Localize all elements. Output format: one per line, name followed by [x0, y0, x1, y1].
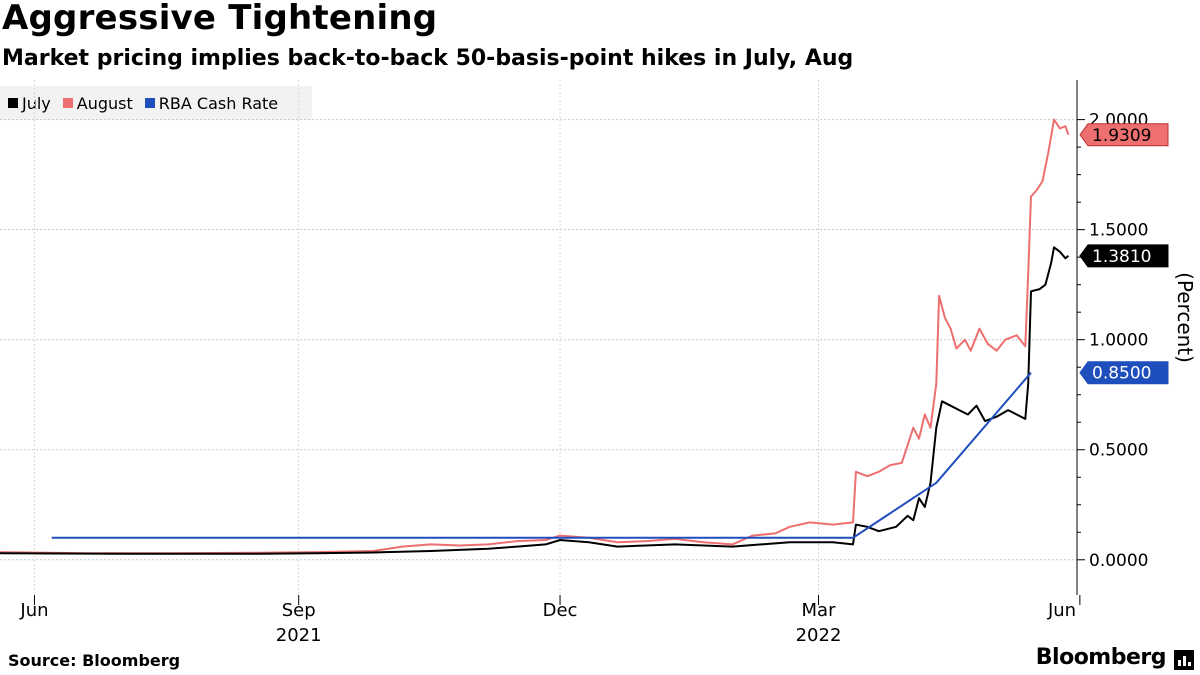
last-value-flag-july — [1079, 244, 1169, 268]
x-tick-label: Jun — [1047, 600, 1076, 621]
y-tick-label: 1.0000 — [1089, 331, 1148, 351]
legend-swatch-august — [62, 98, 73, 108]
y-tick-label: 0.5000 — [1089, 441, 1148, 461]
last-value-label-rba-cash-rate: 0.8500 — [1092, 364, 1151, 384]
chart-subtitle: Market pricing implies back-to-back 50-b… — [2, 46, 854, 71]
legend-swatch-july — [8, 98, 18, 108]
bloomberg-terminal-icon — [1174, 650, 1194, 670]
y-tick-label: 1.5000 — [1089, 221, 1148, 241]
last-value-label-august: 1.9309 — [1092, 126, 1151, 146]
x-tick-label: Mar — [802, 600, 837, 621]
legend-swatch-rba — [144, 98, 155, 108]
legend-entry-august: August — [62, 93, 133, 113]
last-value-flag-august — [1079, 123, 1169, 147]
last-value-flag-rba-cash-rate — [1079, 361, 1169, 385]
legend-label-july: July — [22, 93, 51, 113]
source-note: Source: Bloomberg — [8, 651, 181, 670]
legend-label-rba: RBA Cash Rate — [158, 93, 279, 113]
y-axis-title: (Percent) — [1173, 272, 1197, 363]
last-value-label-july: 1.3810 — [1092, 247, 1151, 267]
legend: July August RBA Cash Rate — [0, 86, 312, 120]
chart-title: Aggressive Tightening — [2, 0, 438, 38]
brand-logo: Bloomberg — [1035, 645, 1167, 670]
legend-entry-rba: RBA Cash Rate — [144, 93, 279, 113]
y-tick-label: 0.0000 — [1089, 551, 1148, 571]
series-line-july — [0, 246, 1070, 555]
x-tick-label: Sep — [282, 600, 316, 621]
legend-entry-july: July — [8, 94, 51, 113]
series-line-august — [0, 118, 1070, 555]
x-tick-label: Jun — [19, 600, 48, 621]
x-tick-label: Dec — [543, 600, 578, 621]
x-year-label: 2022 — [796, 625, 842, 646]
x-year-label: 2021 — [276, 625, 322, 646]
series-line-rba-cash-rate — [51, 372, 1032, 539]
legend-label-august: August — [76, 93, 133, 113]
